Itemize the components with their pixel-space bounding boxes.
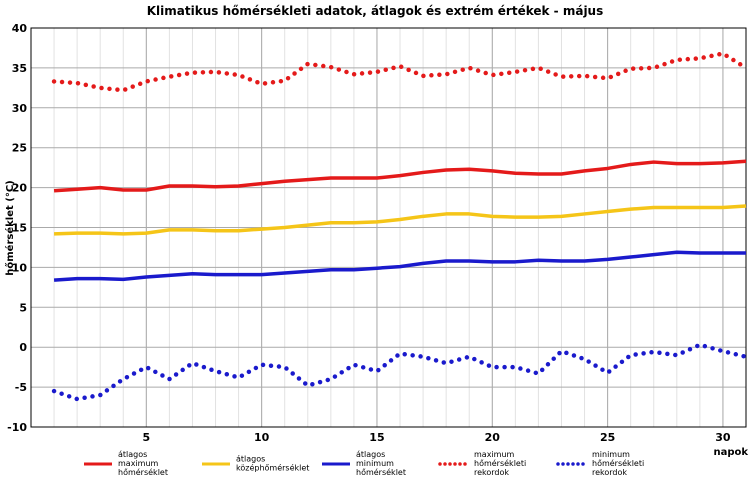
- x-tick-label: 20: [485, 431, 501, 444]
- y-tick-label: 15: [12, 222, 27, 235]
- x-axis-label: napok: [713, 447, 748, 458]
- y-tick-label: 0: [19, 341, 27, 354]
- x-tick-label: 30: [715, 431, 731, 444]
- y-tick-label: 35: [12, 62, 27, 75]
- x-tick-label: 10: [254, 431, 270, 444]
- legend-label: minimum hőmérsékleti rekordok: [592, 450, 644, 477]
- y-tick-label: 20: [12, 182, 28, 195]
- y-tick-label: 10: [12, 261, 28, 274]
- y-tick-label: 40: [12, 22, 28, 35]
- y-tick-label: 5: [19, 301, 27, 314]
- series-line: [51, 342, 749, 402]
- y-tick-label: -5: [15, 381, 27, 394]
- legend-label: átlagos maximum hőmérséklet: [118, 450, 168, 477]
- x-tick-label: 25: [600, 431, 615, 444]
- y-tick-label: -10: [7, 421, 27, 434]
- legend-label: átlagos középhőmérséklet: [236, 455, 309, 473]
- x-tick-label: 5: [142, 431, 150, 444]
- y-axis-label: hőmérséklet (°C): [4, 180, 16, 275]
- series-line: [53, 159, 747, 193]
- legend-label: átlagos minimum hőmérséklet: [356, 450, 406, 477]
- series-line: [51, 51, 749, 93]
- y-tick-label: 30: [12, 102, 28, 115]
- chart-title: Klimatikus hőmérsékleti adatok, átlagok …: [147, 4, 604, 18]
- plot-frame: [30, 27, 747, 428]
- y-tick-label: 25: [12, 142, 27, 155]
- x-tick-label: 15: [369, 431, 384, 444]
- series-line: [53, 250, 746, 282]
- legend-label: maximum hőmérsékleti rekordok: [474, 450, 526, 477]
- series-line: [54, 204, 747, 236]
